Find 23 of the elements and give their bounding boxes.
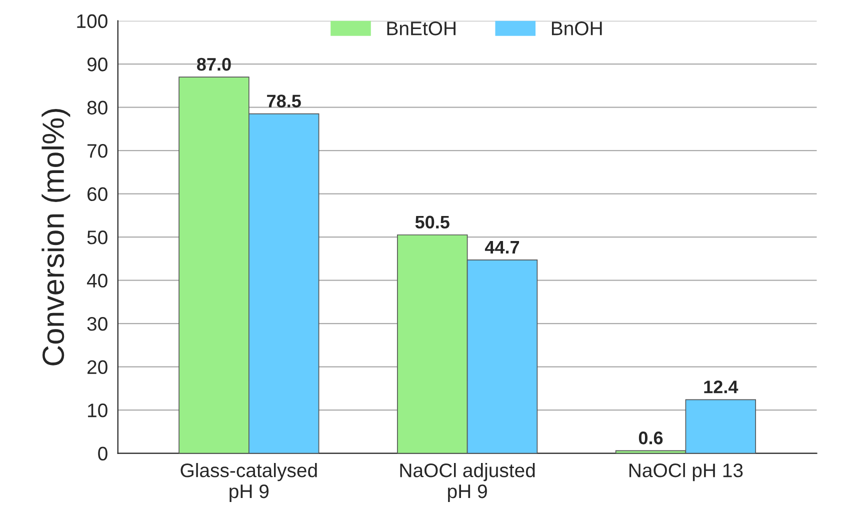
y-tick-label: 30	[87, 317, 108, 331]
text: 50.5	[415, 216, 450, 229]
text: 44.7	[484, 241, 520, 254]
y-tick-label: 60	[88, 187, 108, 202]
y-tick-label: 50	[87, 230, 108, 244]
y-tick-label: 70	[88, 144, 108, 158]
y-tick-label: 90	[87, 58, 108, 72]
y-axis-title: Conversion (mol%)	[42, 109, 70, 366]
x-tick-label: NaOCl pH 13	[629, 462, 743, 482]
y-tick-label: 20	[88, 360, 108, 374]
x-tick-label: Glass-catalysed pH 9	[180, 462, 317, 502]
legend-label: BnOH	[552, 22, 602, 36]
y-tick-label: 80	[87, 100, 108, 115]
text: 0.6	[638, 432, 663, 444]
text: 78.5	[267, 94, 301, 108]
legend-label: BnEtOH	[387, 22, 456, 36]
y-tick-label: 0	[98, 446, 108, 461]
y-tick-label: 40	[86, 274, 108, 288]
text: 87.0	[196, 58, 231, 71]
text: 12.4	[704, 380, 738, 394]
y-tick-label: 10	[88, 403, 108, 418]
y-tick-label: 100	[77, 14, 108, 28]
x-tick-label: NaOCl adjusted pH 9	[400, 462, 535, 502]
